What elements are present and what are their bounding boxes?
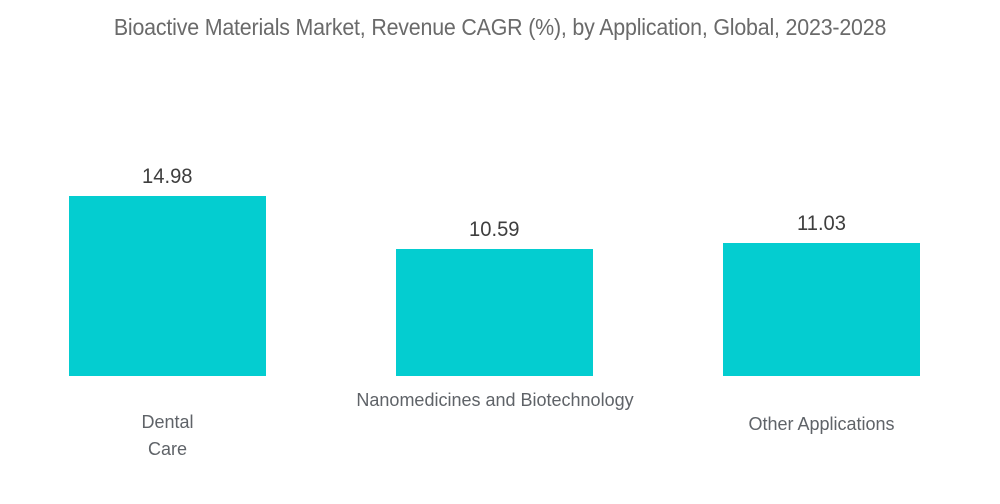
category-label-text: Nanomedicines and Biotechnology: [356, 390, 634, 410]
bar-dental-care: [69, 196, 266, 376]
chart-title: Bioactive Materials Market, Revenue CAGR…: [113, 14, 887, 40]
bar-nanomedicines: [396, 249, 593, 376]
category-label-other-applications: Other Applications: [723, 411, 920, 438]
bar-value-label-dental-care: 14.98: [142, 165, 193, 188]
bar-value-label-other-applications: 11.03: [797, 212, 846, 235]
category-label-text: Other Applications: [748, 414, 895, 434]
category-label-dental-care: Dental Care: [69, 409, 266, 463]
category-label-nanomedicines: Nanomedicines and Biotechnology: [315, 387, 675, 414]
bar-group-dental-care: 14.98: [69, 165, 266, 376]
bar-group-other-applications: 11.03: [723, 212, 920, 376]
bar-value-label-nanomedicines: 10.59: [469, 218, 520, 241]
category-label-text: Dental Care: [141, 412, 194, 459]
bar-group-nanomedicines: 10.59: [396, 218, 593, 376]
bar-other-applications: [723, 243, 920, 376]
